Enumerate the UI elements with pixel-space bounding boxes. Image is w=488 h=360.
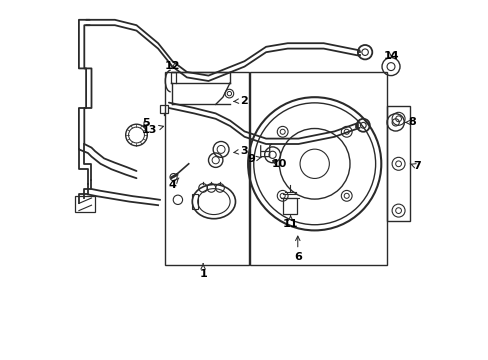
Bar bbox=[249, 72, 386, 265]
Text: 4: 4 bbox=[168, 178, 179, 190]
Text: 12: 12 bbox=[164, 61, 180, 71]
Text: 9: 9 bbox=[247, 154, 261, 165]
Bar bbox=[283, 198, 297, 214]
Text: 2: 2 bbox=[233, 96, 247, 106]
Text: 6: 6 bbox=[293, 236, 301, 262]
Bar bbox=[192, 194, 197, 209]
Bar bbox=[75, 196, 95, 212]
Text: 5: 5 bbox=[142, 118, 149, 129]
Text: 7: 7 bbox=[409, 161, 420, 171]
Bar bbox=[160, 105, 167, 113]
Text: 3: 3 bbox=[233, 146, 247, 156]
Text: 8: 8 bbox=[405, 117, 415, 127]
Text: 14: 14 bbox=[383, 51, 398, 61]
Bar bbox=[386, 106, 409, 221]
Text: 13: 13 bbox=[142, 125, 163, 135]
Bar bbox=[164, 72, 249, 265]
Text: 11: 11 bbox=[282, 216, 298, 229]
Text: 1: 1 bbox=[199, 264, 206, 279]
Text: 10: 10 bbox=[271, 159, 286, 169]
